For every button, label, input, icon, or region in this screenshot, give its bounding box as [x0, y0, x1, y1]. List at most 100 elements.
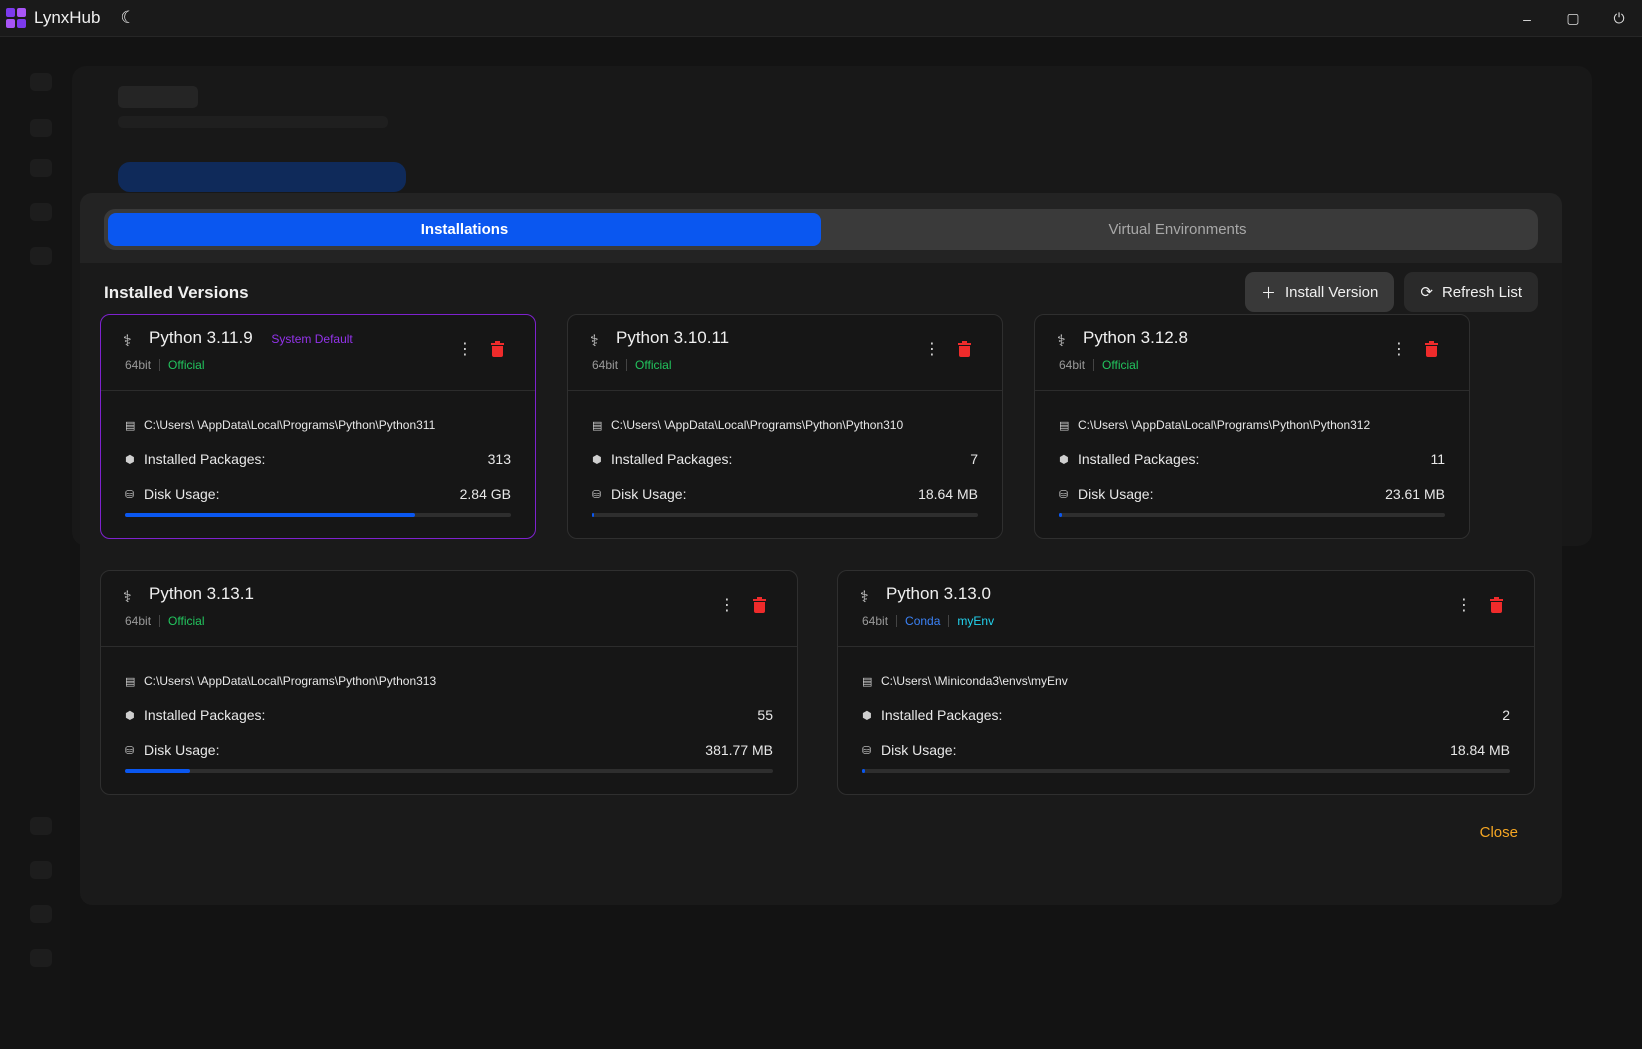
delete-icon[interactable] — [1425, 341, 1438, 357]
packages-count: 11 — [1430, 451, 1445, 467]
background-title-placeholder — [118, 86, 198, 108]
more-options-icon[interactable]: ⋮ — [1456, 597, 1472, 614]
window-controls: – ▢ ⏻ — [1504, 0, 1642, 37]
disk-label: Disk Usage: — [611, 486, 687, 502]
python-manager-modal: Installations Virtual Environments Insta… — [80, 193, 1562, 905]
install-path-row: ▤ C:\Users\ \AppData\Local\Programs\Pyth… — [592, 418, 978, 432]
python-icon: ⚕ — [1057, 333, 1066, 350]
disk-row: ⛁ Disk Usage: 381.77 MB — [125, 742, 773, 758]
disk-icon: ⛁ — [125, 744, 135, 757]
more-options-icon[interactable]: ⋮ — [1391, 341, 1407, 358]
source-label: Official — [168, 614, 205, 628]
packages-row: ⬢ Installed Packages: 313 — [125, 451, 511, 467]
disk-row: ⛁ Disk Usage: 18.84 MB — [862, 742, 1510, 758]
package-icon: ⬢ — [125, 453, 135, 466]
packages-row: ⬢ Installed Packages: 55 — [125, 707, 773, 723]
package-icon: ⬢ — [862, 709, 872, 722]
packages-label: Installed Packages: — [144, 451, 266, 467]
lynxhub-logo-icon — [6, 8, 26, 28]
python-card: ⚕ Python 3.13.0 64bit Conda myEnv ⋮ ▤ C:… — [837, 570, 1535, 795]
package-icon: ⬢ — [592, 453, 602, 466]
card-meta: 64bit Official — [1059, 358, 1139, 372]
install-path-row: ▤ C:\Users\ \Miniconda3\envs\myEnv — [862, 674, 1510, 688]
packages-count: 55 — [757, 707, 773, 723]
install-path-row: ▤ C:\Users\ \AppData\Local\Programs\Pyth… — [125, 418, 511, 432]
python-card: ⚕ Python 3.12.8 64bit Official ⋮ ▤ C:\Us… — [1034, 314, 1470, 539]
install-path-row: ▤ C:\Users\ \AppData\Local\Programs\Pyth… — [1059, 418, 1445, 432]
folder-icon: ▤ — [1059, 419, 1070, 432]
background-subtitle-placeholder — [118, 116, 388, 128]
python-icon: ⚕ — [860, 589, 869, 606]
disk-value: 18.84 MB — [1450, 742, 1510, 758]
more-options-icon[interactable]: ⋮ — [719, 597, 735, 614]
install-path: C:\Users\ \AppData\Local\Programs\Python… — [1078, 418, 1371, 432]
card-header: ⚕ Python 3.11.9 System Default 64bit Off… — [101, 315, 535, 391]
delete-icon[interactable] — [958, 341, 971, 357]
python-icon: ⚕ — [123, 333, 132, 350]
python-icon: ⚕ — [590, 333, 599, 350]
packages-count: 7 — [970, 451, 978, 467]
moon-icon[interactable]: ☾ — [120, 8, 136, 27]
minimize-icon[interactable]: – — [1523, 10, 1531, 27]
refresh-list-label: Refresh List — [1441, 283, 1522, 301]
package-icon: ⬢ — [1059, 453, 1069, 466]
python-version: Python 3.11.9 — [149, 328, 253, 347]
action-buttons: ＋ Install Version ⟳ Refresh List — [1244, 272, 1538, 312]
arch-label: 64bit — [592, 358, 619, 372]
tab-virtual-environments[interactable]: Virtual Environments — [1108, 221, 1247, 238]
source-label: Conda — [905, 614, 941, 628]
more-options-icon[interactable]: ⋮ — [457, 341, 473, 358]
arch-label: 64bit — [1059, 358, 1086, 372]
disk-usage-bar — [862, 769, 1510, 773]
close-button[interactable]: Close — [1479, 824, 1518, 841]
disk-label: Disk Usage: — [1078, 486, 1154, 502]
disk-label: Disk Usage: — [144, 742, 220, 758]
system-default-badge: System Default — [271, 332, 353, 346]
card-header: ⚕ Python 3.13.1 64bit Official ⋮ — [101, 571, 797, 647]
power-icon[interactable]: ⏻ — [1613, 10, 1625, 26]
packages-count: 2 — [1502, 707, 1510, 723]
python-version: Python 3.10.11 — [616, 328, 730, 347]
refresh-list-button[interactable]: ⟳ Refresh List — [1404, 272, 1538, 312]
app-title: LynxHub — [34, 8, 101, 27]
disk-icon: ⛁ — [862, 744, 872, 757]
maximize-icon[interactable]: ▢ — [1566, 10, 1580, 26]
python-card: ⚕ Python 3.11.9 System Default 64bit Off… — [100, 314, 536, 539]
python-card: ⚕ Python 3.10.11 64bit Official ⋮ ▤ C:\U… — [567, 314, 1003, 539]
source-label: Official — [1102, 358, 1139, 372]
refresh-icon: ⟳ — [1420, 284, 1433, 301]
title-bar: LynxHub ☾ – ▢ ⏻ — [0, 0, 1642, 37]
folder-icon: ▤ — [592, 419, 603, 432]
delete-icon[interactable] — [753, 597, 766, 613]
disk-icon: ⛁ — [1059, 488, 1069, 501]
delete-icon[interactable] — [1490, 597, 1503, 613]
modal-header: Installations Virtual Environments — [80, 193, 1562, 263]
folder-icon: ▤ — [862, 675, 873, 688]
card-meta: 64bit Official — [125, 358, 205, 372]
install-path: C:\Users\ \AppData\Local\Programs\Python… — [611, 418, 904, 432]
tab-installations[interactable]: Installations — [108, 213, 821, 246]
card-header: ⚕ Python 3.12.8 64bit Official ⋮ — [1035, 315, 1469, 391]
disk-usage-bar — [1059, 513, 1445, 517]
python-icon: ⚕ — [123, 589, 132, 606]
arch-label: 64bit — [125, 614, 152, 628]
more-options-icon[interactable]: ⋮ — [924, 341, 940, 358]
delete-icon[interactable] — [491, 341, 504, 357]
packages-row: ⬢ Installed Packages: 7 — [592, 451, 978, 467]
disk-usage-bar — [125, 769, 773, 773]
python-card: ⚕ Python 3.13.1 64bit Official ⋮ ▤ C:\Us… — [100, 570, 798, 795]
packages-label: Installed Packages: — [144, 707, 266, 723]
env-label: myEnv — [957, 614, 995, 628]
folder-icon: ▤ — [125, 419, 136, 432]
arch-label: 64bit — [125, 358, 152, 372]
card-header: ⚕ Python 3.13.0 64bit Conda myEnv ⋮ — [838, 571, 1534, 647]
disk-value: 18.64 MB — [918, 486, 978, 502]
install-path-row: ▤ C:\Users\ \AppData\Local\Programs\Pyth… — [125, 674, 773, 688]
source-label: Official — [168, 358, 205, 372]
packages-row: ⬢ Installed Packages: 2 — [862, 707, 1510, 723]
disk-value: 2.84 GB — [459, 486, 511, 502]
install-version-button[interactable]: ＋ Install Version — [1244, 272, 1395, 312]
background-button-placeholder — [118, 162, 406, 192]
package-icon: ⬢ — [125, 709, 135, 722]
card-meta: 64bit Official — [125, 614, 205, 628]
